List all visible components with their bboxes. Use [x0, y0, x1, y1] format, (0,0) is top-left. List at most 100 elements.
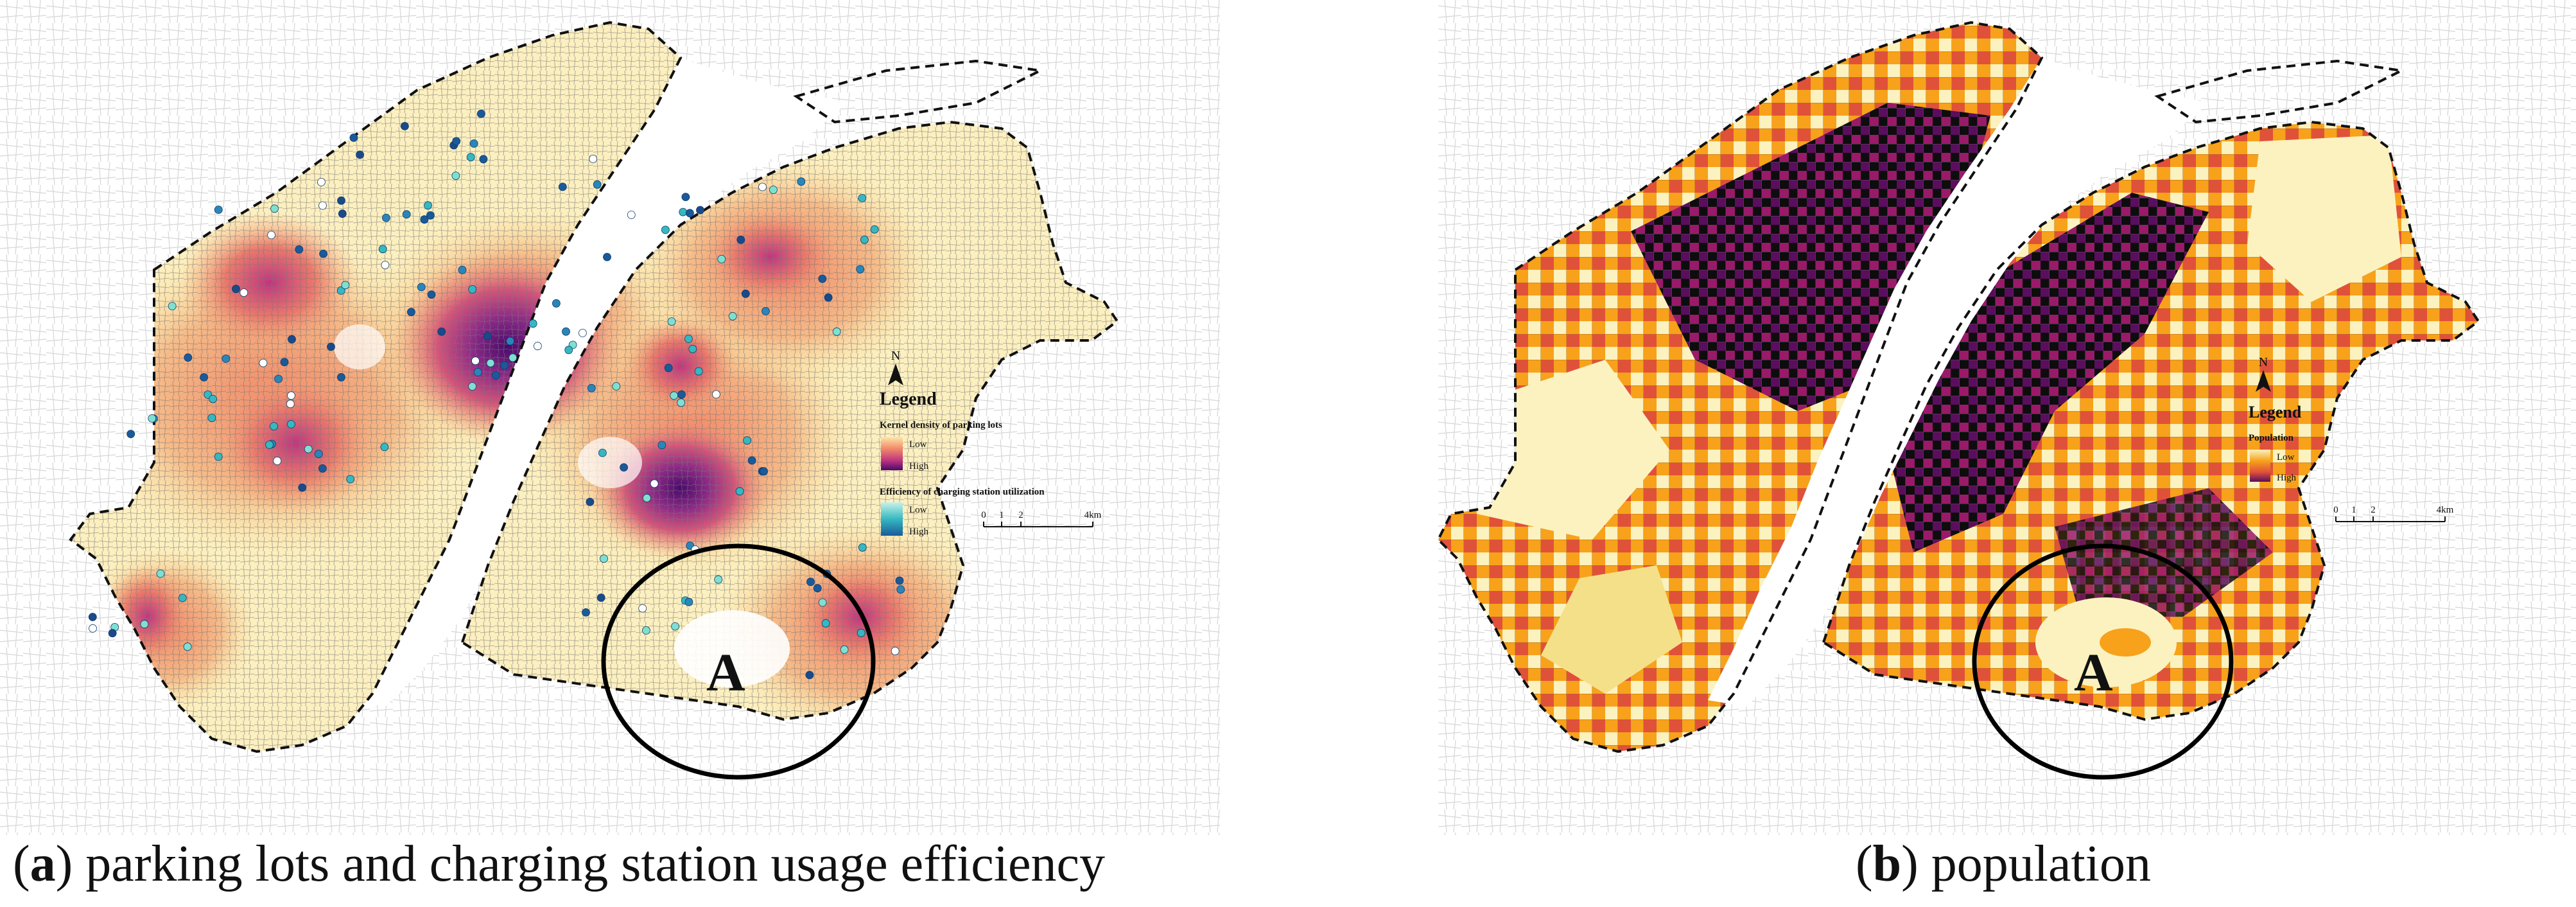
charging-station-point	[239, 288, 248, 297]
scale-tick-1: 1	[999, 510, 1004, 520]
scale-bar: 0 1 2 4km	[2333, 505, 2454, 522]
charging-station-point	[304, 445, 313, 454]
caption-b-text: population	[1931, 836, 2151, 892]
charging-station-point	[126, 430, 135, 438]
charging-station-point	[319, 249, 328, 258]
legend-population-heading: Population	[2249, 433, 2294, 443]
charging-station-point	[469, 139, 478, 148]
charging-station-point	[650, 479, 659, 488]
charging-station-point	[479, 155, 488, 164]
charging-station-point	[274, 374, 283, 383]
charging-station-point	[870, 225, 879, 234]
charging-station-point	[267, 231, 276, 240]
charging-station-point	[458, 265, 467, 274]
legend-title: Legend	[880, 389, 937, 409]
charging-station-point	[612, 382, 621, 391]
charging-station-point	[88, 613, 97, 621]
charging-station-point	[684, 335, 693, 343]
charging-station-point	[562, 327, 570, 336]
charging-station-point	[286, 420, 295, 428]
charging-station-point	[671, 622, 679, 631]
caption-b-letter: b	[1872, 836, 1902, 892]
charging-station-point	[336, 286, 345, 295]
charging-station-point	[270, 204, 279, 213]
charging-station-point	[486, 358, 495, 367]
charging-station-point	[840, 646, 849, 654]
charging-station-point	[183, 642, 192, 651]
charging-station-point	[858, 194, 867, 202]
caption-b: (b) population	[1856, 836, 2151, 892]
charging-station-point	[286, 400, 295, 409]
charging-station-point	[168, 302, 177, 310]
legend-density-heading: Kernel density of parking lots	[880, 420, 1002, 430]
charging-station-point	[200, 373, 209, 382]
charging-station-point	[509, 353, 518, 362]
charging-station-point	[806, 577, 815, 586]
caption-a: (a) parking lots and charging station us…	[13, 836, 1105, 892]
charging-station-point	[714, 575, 723, 584]
legend-density-low: Low	[909, 439, 927, 450]
charging-station-point	[381, 261, 390, 270]
charging-station-point	[337, 373, 345, 382]
scale-tick-2: 2	[2371, 505, 2376, 515]
charging-station-point	[761, 306, 770, 315]
charging-station-point	[420, 215, 429, 224]
charging-station-point	[858, 543, 867, 552]
north-arrow-icon	[888, 364, 903, 385]
charging-station-point	[273, 457, 282, 465]
charging-station-point	[314, 450, 323, 459]
charging-station-point	[401, 121, 409, 130]
charging-station-point	[638, 604, 647, 613]
charging-station-point	[318, 201, 327, 210]
charging-station-point	[466, 153, 475, 162]
charging-station-point	[696, 206, 704, 215]
caption-a-text: parking lots and charging station usage …	[85, 836, 1105, 892]
study-area-boundary-east	[460, 120, 1119, 721]
charging-station-point	[856, 265, 865, 274]
charging-station-point	[643, 493, 651, 502]
charging-station-point	[552, 299, 561, 308]
charging-station-point	[586, 498, 595, 506]
charging-station-point	[427, 290, 436, 299]
kernel-density-surface	[71, 22, 1117, 752]
charging-station-point	[451, 172, 460, 181]
north-label: N	[2259, 355, 2268, 369]
scale-bar: 0 1 2 4km	[981, 510, 1102, 527]
charging-station-point	[657, 441, 666, 450]
north-arrow: N	[2256, 355, 2271, 392]
legend-population-low: Low	[2277, 452, 2295, 462]
river	[347, 58, 848, 707]
charging-station-point	[857, 628, 866, 637]
charging-station-point	[735, 487, 744, 496]
charging-station-point	[661, 225, 670, 234]
charging-station-point	[506, 337, 514, 346]
charging-station-point	[184, 353, 193, 362]
charging-station-point	[681, 193, 690, 202]
charging-station-point	[349, 133, 358, 142]
legend-efficiency-ramp	[881, 502, 903, 536]
charging-station-point	[327, 342, 335, 351]
charging-station-point	[534, 342, 542, 351]
charging-station-point	[603, 252, 611, 261]
caption-a-letter: a	[30, 836, 56, 892]
charging-station-point	[382, 213, 390, 222]
charging-station-point	[688, 344, 697, 353]
charging-station-point	[280, 358, 289, 367]
charging-station-point	[620, 463, 628, 471]
legend: Legend Kernel density of parking lots Lo…	[880, 389, 1045, 537]
charging-station-point	[407, 308, 415, 317]
charging-station-point	[670, 391, 679, 400]
charging-station-point	[473, 368, 482, 376]
charging-station-point	[356, 150, 364, 159]
area-a-label: A	[706, 643, 745, 703]
area-a-ellipse	[601, 543, 876, 780]
charging-station-point	[747, 456, 756, 465]
legend-population-high: High	[2277, 473, 2297, 483]
charging-station-point	[318, 464, 327, 473]
charging-station-point	[471, 357, 480, 365]
charging-station-point	[596, 594, 605, 602]
charging-station-point	[232, 285, 240, 294]
area-a-ellipse	[1972, 543, 2234, 780]
charging-station-point	[684, 597, 693, 606]
charging-station-point	[317, 178, 326, 186]
